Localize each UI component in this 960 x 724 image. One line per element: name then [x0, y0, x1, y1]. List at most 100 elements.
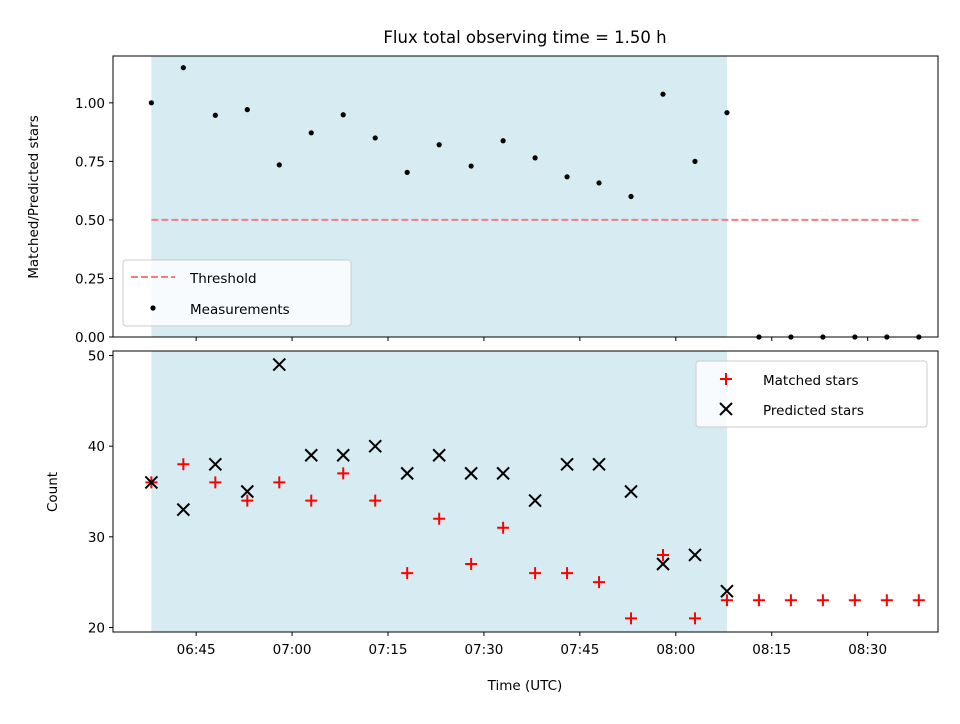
matched-legend-swatch [720, 373, 732, 385]
y-tick-label: 0.50 [75, 213, 105, 229]
predicted-star-point [144, 475, 159, 490]
predicted-star-point [528, 493, 542, 508]
x-tick-label: 08:30 [848, 642, 887, 658]
predicted-star-point [592, 457, 606, 472]
ratio-panel: Flux total observing time = 1.50 h Match… [26, 28, 939, 346]
bottom-plot-frame [112, 350, 939, 633]
top-y-axis-label: Matched/Predicted stars [26, 115, 42, 278]
x-tick-label: 07:45 [560, 642, 599, 658]
x-tick-label: 06:45 [177, 642, 216, 658]
top-y-ticks: 0.00 0.25 0.50 0.75 1.00 [75, 96, 113, 346]
bottom-y-ticks: 20 30 40 50 [88, 349, 113, 636]
predicted-legend-label: Predicted stars [763, 403, 864, 419]
bottom-x-ticks: 06:45 07:00 07:15 07:30 07:45 08:00 08:15 08:30 [177, 632, 887, 658]
matched-star-point [752, 594, 765, 607]
predicted-star-point [240, 484, 255, 499]
x-tick-label: 07:00 [273, 642, 312, 658]
predicted-star-point [624, 484, 638, 499]
matched-star-point [305, 494, 318, 507]
measurement-point [372, 135, 378, 141]
top-legend: Threshold Measurements [122, 259, 352, 327]
matched-star-point [561, 567, 574, 580]
matched-legend-label: Matched stars [763, 373, 859, 389]
y-tick-label: 1.00 [75, 96, 105, 112]
y-tick-label: 0.75 [75, 154, 105, 170]
top-panel-title: Flux total observing time = 1.50 h [383, 28, 666, 47]
predicted-legend-swatch [719, 402, 733, 416]
bottom-legend: Matched stars Predicted stars [695, 360, 928, 428]
x-tick-label: 08:00 [656, 642, 695, 658]
y-tick-label: 40 [88, 439, 105, 455]
threshold-legend-label: Threshold [189, 271, 257, 287]
matched-star-point [209, 476, 222, 489]
measurement-point [308, 130, 314, 136]
measurement-point [692, 158, 698, 164]
measurement-point [436, 142, 442, 148]
y-tick-label: 0.00 [75, 330, 105, 346]
matched-star-point [593, 576, 606, 589]
top-x-ticks [195, 337, 869, 341]
matched-star-point [241, 494, 254, 507]
predicted-star-point [496, 466, 510, 481]
predicted-star-point [336, 448, 350, 462]
matched-star-point [401, 567, 414, 580]
predicted-star-point [656, 557, 670, 571]
measurement-point [340, 112, 346, 118]
matched-star-point [816, 594, 829, 607]
predicted-star-point [432, 448, 446, 462]
measurement-point [276, 162, 282, 168]
y-tick-label: 20 [88, 620, 105, 636]
predicted-star-point [272, 357, 286, 372]
predicted-star-point [560, 457, 574, 472]
matched-star-point [433, 512, 446, 525]
measurement-point [148, 100, 154, 106]
matched-star-point [273, 476, 286, 489]
predicted-star-point [688, 548, 702, 562]
measurement-point [404, 169, 410, 175]
count-panel: Count Time (UTC) 20 30 40 50 06:45 07:00 07:1… [45, 349, 939, 694]
bottom-y-axis-label: Count [45, 472, 61, 512]
matched-star-point [465, 558, 478, 571]
matched-star-point [657, 548, 669, 561]
matched-star-point [369, 494, 382, 507]
measurement-point [724, 110, 730, 116]
matched-star-point [688, 612, 701, 625]
bottom-series-layer [144, 357, 925, 625]
top-legend-box [122, 259, 352, 327]
measurement-point [564, 174, 570, 180]
predicted-star-point [176, 502, 191, 517]
matched-star-point [625, 612, 638, 625]
y-tick-label: 0.25 [75, 271, 105, 287]
predicted-star-point [720, 584, 734, 598]
measurements-legend-swatch [150, 305, 156, 311]
observing-span-shade [151, 351, 727, 632]
x-tick-label: 07:15 [369, 642, 408, 658]
measurement-point [628, 193, 634, 200]
y-tick-label: 30 [88, 530, 105, 546]
measurement-point [660, 91, 666, 97]
x-tick-label: 07:30 [464, 642, 503, 658]
matched-star-point [912, 594, 925, 607]
x-tick-label: 08:15 [752, 642, 791, 658]
predicted-star-point [464, 466, 478, 481]
measurement-point [180, 65, 186, 71]
measurements-legend-label: Measurements [190, 302, 290, 318]
measurement-point [596, 180, 602, 186]
y-tick-label: 50 [88, 349, 105, 365]
matched-star-point [720, 594, 733, 607]
measurement-point [212, 112, 218, 118]
matched-star-point [497, 521, 510, 534]
measurement-point [532, 155, 538, 161]
matched-star-point [177, 458, 190, 471]
predicted-star-point [304, 448, 318, 462]
matched-star-point [848, 594, 861, 607]
predicted-star-point [368, 439, 382, 453]
measurement-point [244, 107, 250, 113]
bottom-legend-box [695, 360, 928, 428]
top-series-layer [148, 65, 922, 340]
matched-star-point [784, 594, 797, 607]
matched-star-point [880, 594, 893, 607]
predicted-star-point [208, 457, 223, 472]
top-plot-frame [112, 55, 939, 338]
